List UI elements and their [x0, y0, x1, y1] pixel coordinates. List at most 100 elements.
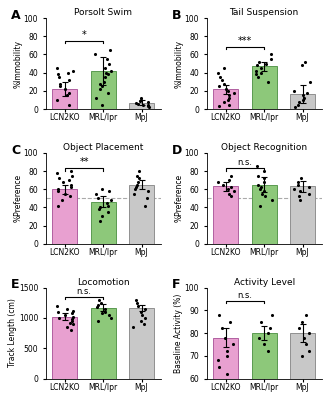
Point	[131, 190, 137, 197]
Point	[231, 188, 237, 194]
Y-axis label: %Preference: %Preference	[174, 174, 183, 222]
Point	[70, 68, 75, 74]
Point	[262, 193, 268, 200]
Point	[303, 58, 308, 65]
Point	[300, 92, 306, 99]
Point	[257, 186, 263, 192]
Point	[70, 307, 76, 314]
Point	[265, 348, 271, 354]
Point	[139, 97, 144, 103]
Point	[57, 80, 62, 87]
Point	[270, 197, 275, 203]
Point	[145, 103, 150, 110]
Point	[104, 70, 109, 76]
Text: n.s.: n.s.	[238, 291, 252, 300]
Point	[253, 71, 258, 78]
Point	[144, 195, 149, 202]
Point	[216, 83, 221, 90]
Text: n.s.: n.s.	[77, 287, 91, 296]
Point	[69, 316, 74, 322]
Point	[231, 90, 236, 96]
Point	[269, 56, 274, 62]
Point	[133, 186, 138, 192]
Point	[55, 186, 61, 192]
Point	[223, 334, 228, 341]
Point	[258, 318, 263, 325]
Point	[292, 88, 297, 94]
Point	[141, 321, 146, 327]
Title: Activity Level: Activity Level	[234, 278, 295, 287]
Text: ***: ***	[238, 36, 252, 46]
Point	[308, 78, 313, 85]
Point	[69, 310, 74, 316]
Point	[217, 74, 222, 80]
Point	[225, 186, 230, 192]
Point	[95, 304, 100, 310]
Point	[145, 98, 150, 105]
Point	[101, 78, 106, 85]
Point	[70, 321, 75, 327]
Y-axis label: %Immobility: %Immobility	[13, 40, 22, 88]
Point	[64, 306, 70, 312]
Point	[55, 202, 61, 209]
Point	[263, 60, 268, 67]
Point	[299, 318, 305, 325]
Point	[265, 330, 270, 336]
Point	[255, 62, 260, 69]
Point	[54, 65, 59, 71]
Point	[253, 68, 258, 74]
Text: n.s.: n.s.	[238, 158, 252, 167]
Point	[55, 170, 60, 176]
Point	[107, 47, 113, 53]
Point	[139, 309, 144, 315]
Point	[106, 90, 111, 96]
Point	[224, 371, 229, 377]
Point	[97, 296, 102, 303]
Point	[97, 86, 102, 92]
Point	[297, 188, 302, 194]
Point	[59, 197, 64, 203]
Point	[68, 182, 74, 188]
Title: Locomotion: Locomotion	[77, 278, 130, 287]
Point	[57, 74, 62, 80]
Point	[139, 318, 144, 324]
Point	[68, 168, 74, 174]
Bar	[52, 317, 77, 378]
Point	[99, 300, 104, 306]
Point	[136, 100, 141, 107]
Point	[133, 184, 139, 190]
Point	[146, 101, 151, 108]
Point	[301, 334, 306, 341]
Point	[224, 348, 229, 354]
Point	[262, 341, 267, 348]
Text: *: *	[82, 30, 86, 40]
Point	[292, 186, 297, 192]
Point	[216, 312, 221, 318]
Point	[99, 310, 104, 316]
Y-axis label: %Preference: %Preference	[13, 174, 22, 222]
Bar	[129, 185, 154, 244]
Point	[226, 101, 231, 108]
Point	[306, 348, 312, 354]
Point	[226, 177, 231, 183]
Point	[104, 200, 110, 206]
Title: Object Placement: Object Placement	[63, 143, 144, 152]
Point	[261, 179, 267, 185]
Point	[292, 104, 298, 110]
Point	[69, 318, 74, 324]
Point	[221, 80, 227, 87]
Y-axis label: Baseline Activity (%): Baseline Activity (%)	[174, 293, 183, 373]
Point	[96, 206, 102, 212]
Point	[304, 90, 309, 96]
Point	[306, 190, 311, 197]
Point	[137, 175, 142, 182]
Point	[216, 179, 221, 185]
Point	[55, 71, 61, 78]
Point	[109, 68, 114, 74]
Point	[58, 83, 63, 90]
Point	[99, 213, 105, 220]
Point	[302, 95, 307, 101]
Point	[231, 341, 236, 348]
Point	[62, 190, 68, 197]
Point	[70, 172, 75, 179]
